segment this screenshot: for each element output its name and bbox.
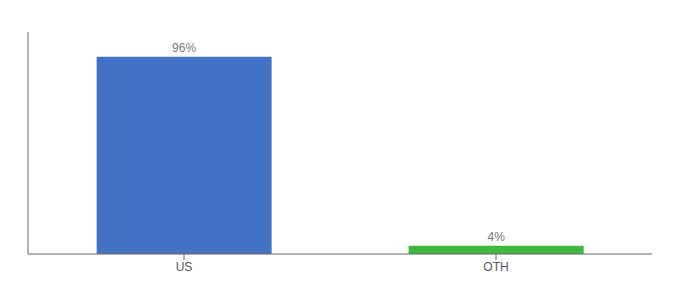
svg-text:OTH: OTH: [483, 260, 508, 274]
svg-text:4%: 4%: [487, 230, 505, 244]
svg-text:US: US: [176, 260, 193, 274]
svg-text:96%: 96%: [172, 41, 196, 55]
